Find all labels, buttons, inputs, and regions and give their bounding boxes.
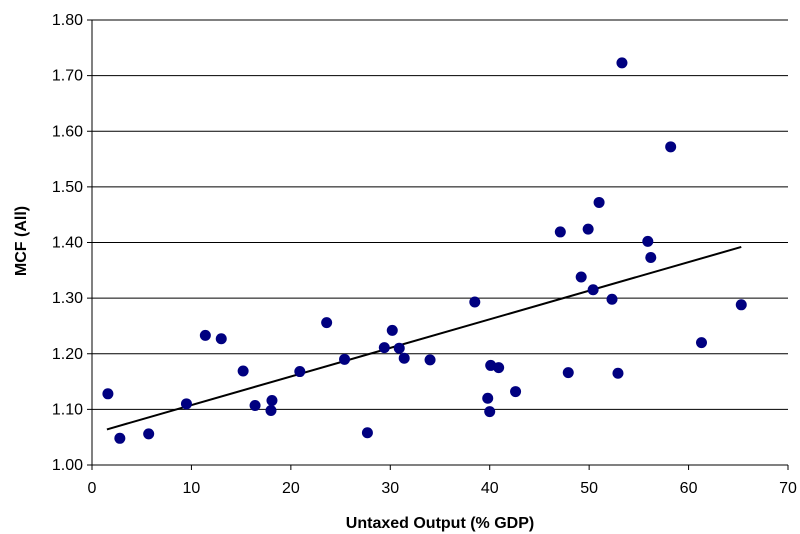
data-point (554, 226, 566, 238)
y-tick-label: 1.20 (52, 346, 83, 363)
y-tick-label: 1.70 (52, 68, 83, 85)
data-point (249, 399, 261, 411)
data-point (587, 284, 599, 296)
gridlines (92, 19, 788, 410)
y-tick-label: 1.80 (52, 12, 83, 29)
data-point (510, 386, 522, 398)
data-point (582, 223, 594, 235)
data-point (237, 365, 249, 377)
data-point (361, 427, 373, 439)
data-point (265, 404, 277, 416)
y-tick-label: 1.40 (52, 235, 83, 252)
data-point (102, 388, 114, 400)
data-point (482, 392, 494, 404)
y-tick-label: 1.60 (52, 123, 83, 140)
data-point (735, 299, 747, 311)
data-point (562, 367, 574, 379)
x-tick-label: 20 (282, 480, 300, 497)
y-tick-label: 1.50 (52, 179, 83, 196)
y-axis-title: MCF (All) (13, 206, 30, 276)
x-tick-label: 50 (580, 480, 598, 497)
x-tick-label: 10 (183, 480, 201, 497)
x-tick-label: 70 (779, 480, 797, 497)
data-point (339, 353, 351, 365)
y-tick-label: 1.30 (52, 290, 83, 307)
trendline (106, 245, 742, 431)
x-axis-title: Untaxed Output (% GDP) (346, 515, 534, 532)
data-point (424, 354, 436, 366)
data-point (180, 398, 192, 410)
data-point (469, 296, 481, 308)
data-point (612, 367, 624, 379)
data-point (266, 394, 278, 406)
x-tick-label: 0 (88, 480, 97, 497)
data-point (199, 329, 211, 341)
data-point (575, 271, 587, 283)
y-tick-label: 1.10 (52, 401, 83, 418)
data-point (215, 333, 227, 345)
x-tick-label: 30 (381, 480, 399, 497)
axes (87, 19, 789, 470)
data-point (616, 57, 628, 69)
data-point (665, 141, 677, 153)
data-point (393, 342, 405, 354)
data-point (593, 196, 605, 208)
tick-labels: 1.00 1.10 1.20 1.30 1.40 1.50 1.60 1.70 1.80 0 10 2… (52, 12, 797, 497)
data-point (378, 342, 390, 354)
data-point (606, 293, 618, 305)
data-point (484, 406, 496, 418)
data-point (114, 432, 126, 444)
data-point (321, 317, 333, 329)
data-point (143, 428, 155, 440)
data-point (642, 235, 654, 247)
x-tick-label: 40 (481, 480, 499, 497)
data-point (493, 362, 505, 374)
data-point (695, 337, 707, 349)
data-point (386, 324, 398, 336)
data-point (398, 352, 410, 364)
y-tick-label: 1.00 (52, 457, 83, 474)
x-tick-label: 60 (680, 480, 698, 497)
trendline-group (106, 245, 742, 431)
data-point (645, 252, 657, 264)
data-point (294, 366, 306, 378)
data-points (102, 57, 747, 444)
